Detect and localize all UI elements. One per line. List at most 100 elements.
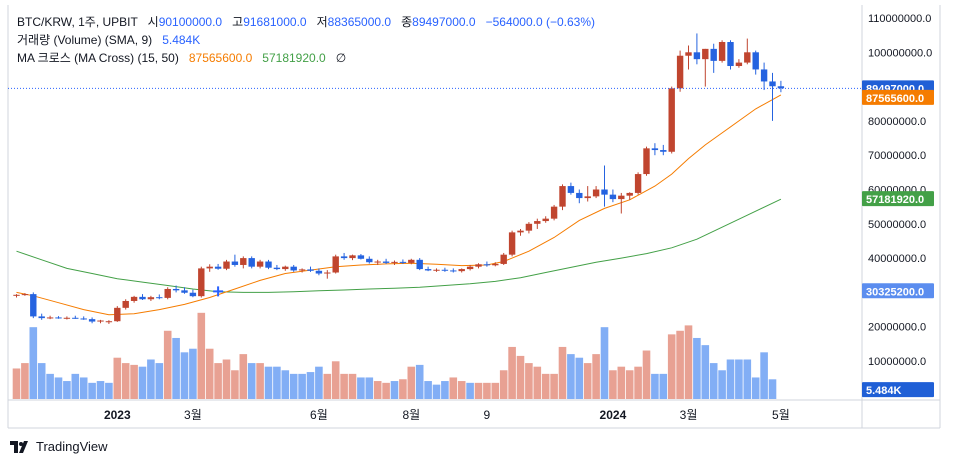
volume-bar bbox=[138, 366, 147, 399]
volume-bar bbox=[96, 381, 105, 399]
candle-body bbox=[777, 86, 785, 89]
candle-body bbox=[256, 261, 264, 267]
symbol-title[interactable]: BTC/KRW, 1주, UPBIT bbox=[17, 15, 138, 29]
time-tick-label: 6월 bbox=[310, 408, 328, 422]
volume-bar bbox=[491, 382, 500, 399]
price-scale-badge-label: 87565600.0 bbox=[866, 93, 924, 105]
tradingview-logo-icon bbox=[10, 440, 28, 453]
candle-body bbox=[450, 270, 457, 272]
volume-bar bbox=[264, 366, 273, 399]
candle-body bbox=[181, 290, 188, 293]
volume-bar bbox=[432, 384, 441, 399]
volume-bar bbox=[180, 352, 189, 399]
candle-body bbox=[30, 294, 37, 317]
candle-body bbox=[651, 148, 659, 151]
volume-bar bbox=[642, 350, 651, 399]
volume-bar bbox=[525, 363, 533, 399]
candle-body bbox=[231, 261, 239, 265]
price-tick-label: 100000000.0 bbox=[868, 47, 932, 59]
candle-body bbox=[483, 264, 491, 266]
candle-body bbox=[38, 316, 45, 319]
candle-body bbox=[744, 52, 751, 63]
volume-bar bbox=[583, 363, 592, 399]
volume-bar bbox=[357, 377, 365, 399]
volume-bar bbox=[239, 354, 248, 399]
candle-body bbox=[391, 261, 398, 263]
candle-body bbox=[416, 259, 423, 270]
candle-body bbox=[576, 192, 583, 199]
candle-body bbox=[147, 297, 155, 300]
price-tick-label: 110000000.0 bbox=[868, 13, 931, 25]
time-tick-label: 2024 bbox=[600, 408, 627, 422]
candle-body bbox=[685, 52, 692, 56]
volume-bar bbox=[550, 373, 558, 399]
close-label: 종 bbox=[401, 15, 413, 29]
candle-body bbox=[433, 269, 440, 271]
candle-body bbox=[332, 256, 339, 273]
candle-body bbox=[130, 296, 138, 301]
low-label: 저 bbox=[316, 15, 328, 29]
price-scale-badge bbox=[862, 191, 934, 207]
high-label: 고 bbox=[232, 15, 244, 29]
candle-body bbox=[374, 261, 381, 263]
time-tick-label: 9 bbox=[484, 408, 491, 422]
candle-body bbox=[366, 258, 373, 263]
volume-bar bbox=[21, 363, 29, 399]
candle-body bbox=[534, 221, 541, 224]
candle-body bbox=[769, 81, 776, 87]
volume-bar bbox=[457, 381, 466, 399]
candle-body bbox=[139, 296, 146, 300]
change-value: −564000.0 (−0.63%) bbox=[485, 15, 596, 29]
volume-bar bbox=[541, 373, 550, 399]
candle-body bbox=[500, 254, 507, 264]
volume-bar bbox=[592, 354, 600, 399]
volume-bar bbox=[79, 377, 88, 399]
volume-legend[interactable]: 거래량 (Volume) (SMA, 9) 5.484K bbox=[17, 31, 200, 48]
candle-body bbox=[710, 48, 717, 61]
candle-body bbox=[592, 189, 600, 197]
volume-bar bbox=[163, 330, 172, 399]
candle-body bbox=[601, 189, 608, 195]
candle-body bbox=[626, 192, 633, 196]
volume-bar bbox=[189, 348, 197, 399]
candle-body bbox=[609, 194, 617, 200]
price-scale-badge-label: 30325200.0 bbox=[866, 286, 924, 298]
price-scale-badge bbox=[862, 89, 934, 105]
candle-body bbox=[282, 266, 289, 270]
tradingview-branding[interactable]: TradingView bbox=[10, 439, 108, 454]
volume-bar bbox=[222, 359, 231, 399]
candle-body bbox=[290, 266, 297, 271]
volume-bar bbox=[121, 363, 130, 399]
volume-bar bbox=[273, 366, 281, 399]
candle-body bbox=[97, 320, 104, 322]
volume-bar bbox=[63, 381, 71, 399]
volume-bar bbox=[676, 330, 684, 399]
volume-bar bbox=[659, 373, 668, 399]
candle-body bbox=[198, 268, 205, 297]
volume-bar bbox=[558, 346, 567, 399]
time-tick-label: 3월 bbox=[184, 408, 202, 422]
volume-bar bbox=[315, 366, 323, 399]
candle-body bbox=[643, 148, 650, 175]
time-tick-label: 2023 bbox=[104, 408, 131, 422]
volume-bar bbox=[701, 345, 710, 399]
price-tick-label: 50000000.0 bbox=[868, 219, 926, 231]
candle-body bbox=[13, 294, 20, 296]
volume-bar bbox=[499, 370, 508, 399]
volume-legend-value: 5.484K bbox=[162, 33, 201, 47]
crosshair-plus-icon[interactable] bbox=[213, 286, 224, 297]
price-tick-label: 40000000.0 bbox=[868, 253, 926, 265]
open-value: 90100000.0 bbox=[158, 15, 223, 29]
price-scale-badge-label: 57181920.0 bbox=[866, 194, 924, 206]
volume-bar bbox=[667, 334, 676, 399]
candle-body bbox=[559, 186, 566, 207]
volume-bar bbox=[29, 327, 38, 399]
volume-bar bbox=[214, 363, 222, 399]
plot-area[interactable] bbox=[8, 5, 862, 400]
candle-body bbox=[88, 319, 96, 322]
ma-cross-legend[interactable]: MA 크로스 (MA Cross) (15, 50) 87565600.0 57… bbox=[17, 49, 346, 66]
volume-bar bbox=[71, 373, 80, 399]
volume-bar bbox=[735, 359, 743, 399]
